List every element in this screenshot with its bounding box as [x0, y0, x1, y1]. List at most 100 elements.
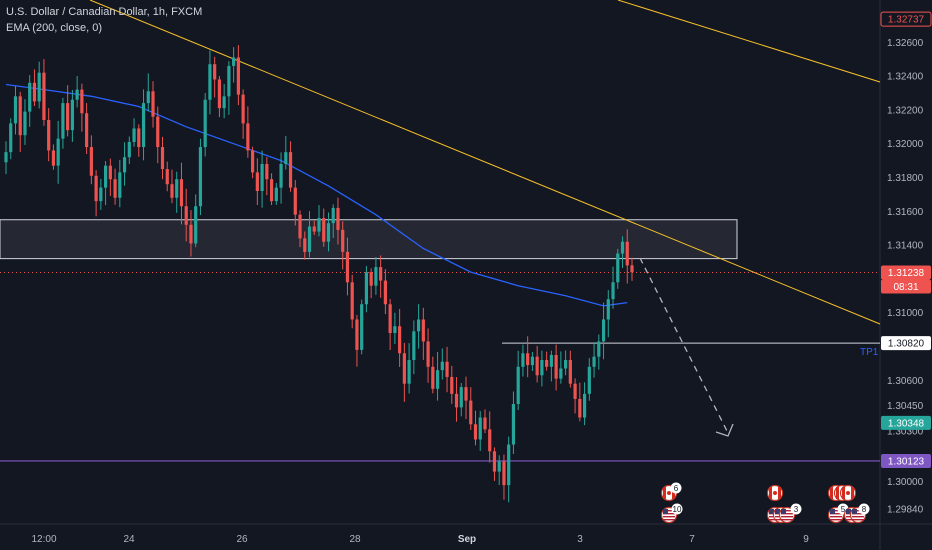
canada-flag-icon[interactable] [839, 484, 857, 502]
indicator-legend[interactable]: EMA (200, close, 0) [6, 22, 102, 34]
us-stripe [852, 516, 864, 518]
candle-body [127, 141, 131, 158]
candle-body [459, 387, 463, 408]
candle-body [274, 187, 278, 202]
candle-body [564, 360, 568, 369]
candle-body [118, 172, 122, 198]
candle-body [497, 461, 501, 472]
candle-body [260, 163, 264, 192]
badge-count: 3 [794, 505, 799, 514]
candle-body [540, 360, 544, 376]
projection-arrow[interactable] [639, 257, 734, 437]
upper-trendline[interactable] [617, 0, 881, 83]
candle-body [511, 403, 516, 445]
flag-band [851, 487, 854, 499]
event-count-badge: 8 [858, 503, 870, 515]
us-stripe [663, 516, 675, 518]
badge-bg [671, 503, 683, 515]
price-tick-label: 1.30450 [887, 401, 924, 412]
candle-body [350, 282, 354, 320]
candle-body [156, 116, 160, 148]
us-stripe [781, 513, 793, 515]
badge-bg [858, 503, 870, 515]
maple-leaf [667, 491, 671, 495]
candle-body [492, 451, 497, 472]
candle-body [625, 241, 629, 266]
symbol-title[interactable]: U.S. Dollar / Canadian Dollar, 1h, FXCM [6, 6, 203, 18]
candle-body [151, 91, 155, 117]
candle-body [184, 206, 188, 225]
candle-body [160, 147, 165, 170]
canada-flag-icon[interactable] [766, 484, 784, 502]
price-tag-label: 1.30123 [888, 456, 925, 467]
flag-band [836, 487, 839, 499]
economic-events[interactable]: 6 10 3 5 8 [660, 482, 870, 524]
candle-body [194, 206, 198, 244]
price-tag [881, 453, 931, 468]
drawing-lines[interactable]: TP1 [0, 0, 881, 462]
supply-zone-rectangle[interactable] [0, 219, 738, 260]
candle-body [488, 429, 492, 452]
candle-body [592, 356, 596, 367]
candle-body [279, 163, 283, 188]
candle-body [47, 120, 51, 151]
time-axis[interactable]: 12:00 24 26 28 Sep 3 7 9 [31, 534, 809, 545]
us-flag-icon[interactable] [778, 506, 796, 524]
candle-body [80, 89, 84, 114]
candle-body [507, 444, 511, 486]
flag-band [842, 487, 845, 499]
candle-body [336, 207, 340, 230]
us-stripe [663, 519, 675, 521]
candle-body [198, 147, 203, 207]
candle-body [113, 179, 117, 198]
candle-body [307, 226, 312, 252]
candle-body [393, 326, 397, 333]
price-tick-label: 1.32000 [887, 139, 924, 150]
us-stripe [852, 513, 864, 515]
price-tick-label: 1.30600 [887, 376, 924, 387]
price-tag [881, 265, 931, 280]
candle-body [369, 272, 373, 286]
us-stripe [852, 510, 864, 512]
candle-body [66, 103, 70, 131]
candle-body [554, 354, 558, 379]
time-tick-label: 28 [349, 534, 361, 545]
candle-body [426, 341, 430, 367]
candle-body [611, 282, 615, 300]
candle-body [601, 319, 606, 342]
time-tick-label: 24 [123, 534, 135, 545]
candle-body [355, 319, 359, 350]
candle-body [269, 179, 274, 202]
candle-body [94, 175, 98, 202]
price-tag-label: 1.32737 [888, 15, 925, 26]
resistance-zone[interactable] [0, 219, 738, 260]
candle-body [431, 366, 435, 389]
price-axis[interactable]: 1.32600 1.32400 1.32200 1.32000 1.31800 1.316… [887, 38, 924, 516]
candle-body [132, 128, 136, 142]
candle-body [70, 99, 74, 131]
time-tick-label: 3 [577, 534, 583, 545]
descending-trendline[interactable] [89, 0, 881, 325]
candle-body [293, 187, 297, 215]
candle-body [284, 152, 288, 164]
price-tick-label: 1.32400 [887, 72, 924, 83]
us-stripe [781, 516, 793, 518]
candle-body [379, 267, 383, 281]
candle-body [630, 265, 634, 273]
candle-body [440, 361, 444, 371]
candle-body [241, 94, 245, 124]
price-tag [881, 415, 931, 430]
candle-body [606, 299, 610, 320]
candle-body [568, 360, 572, 384]
candle-body [222, 96, 226, 109]
candle-body [345, 251, 350, 283]
candle-body [85, 113, 89, 148]
price-tag-label: 1.31238 [888, 268, 925, 279]
flag-band [769, 487, 772, 499]
candle-body [587, 366, 591, 394]
candle-body [217, 79, 222, 109]
flag-band [663, 487, 666, 499]
candle-body [9, 123, 13, 153]
badge-bg [670, 482, 682, 494]
